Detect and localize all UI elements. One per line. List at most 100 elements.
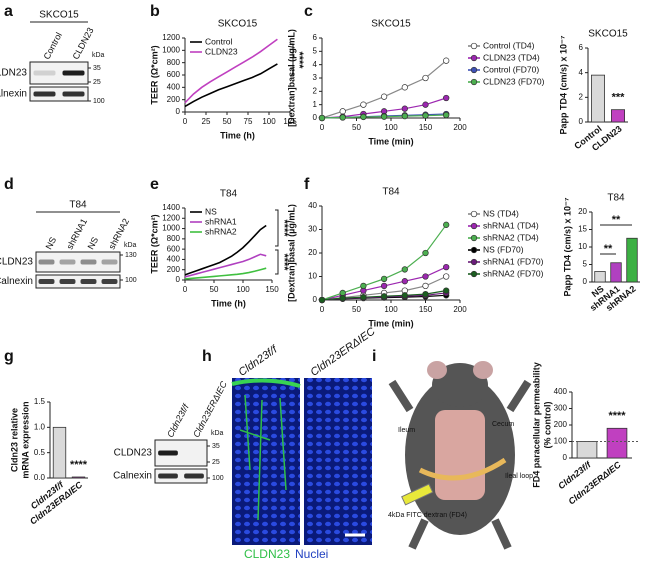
x-tick-label: 150 — [419, 123, 433, 132]
y-tick-label: 1200 — [162, 213, 180, 222]
legend-label: shRNA2 (TD4) — [483, 232, 539, 242]
significance-label: **** — [70, 459, 88, 471]
marker-label: 35 — [212, 443, 220, 450]
blot-band — [38, 279, 55, 284]
x-tick-label: 100 — [384, 305, 398, 314]
data-point — [443, 94, 450, 102]
bar — [576, 441, 598, 459]
significance-label: *** — [612, 92, 626, 104]
bar — [610, 262, 622, 283]
data-point — [422, 112, 429, 119]
blot-unit: kDa — [211, 430, 224, 437]
blot-band — [101, 279, 118, 284]
data-point — [422, 74, 429, 82]
significance-label: **** — [608, 410, 626, 422]
y-tick-label: 5 — [313, 46, 318, 55]
panel-label: h — [202, 348, 212, 365]
stain-label: CLDN23 — [244, 547, 290, 561]
y-tick-label: 800 — [167, 234, 181, 243]
data-point — [318, 296, 326, 304]
y-tick-label: 30 — [308, 225, 317, 234]
y-tick-label: 15 — [578, 225, 587, 234]
significance-bracket — [275, 249, 279, 275]
marker-label: 100 — [125, 277, 137, 284]
panel-label: f — [304, 176, 310, 193]
data-point — [443, 221, 450, 228]
blot-unit: kDa — [92, 52, 105, 59]
x-tick-label: 0 — [183, 285, 188, 294]
y-tick-label: 20 — [578, 207, 587, 216]
legend-marker — [470, 258, 478, 266]
blot-band — [101, 259, 118, 265]
panel-label: e — [150, 176, 159, 193]
image-column-label: Cldn23f/f — [237, 343, 281, 379]
y-tick-label: 1000 — [162, 45, 180, 54]
data-point — [443, 287, 450, 294]
y-tick-label: 1200 — [162, 33, 180, 42]
data-point — [422, 249, 429, 257]
chart-title: SKCO15 — [371, 19, 411, 30]
blot-row-label: Calnexin — [113, 471, 152, 482]
data-point — [339, 289, 346, 297]
blot-row-label: CLDN23 — [0, 257, 33, 268]
significance-label: ** — [604, 243, 613, 255]
schematic-label: 4kDa FITC dextran (FD4) — [388, 512, 467, 519]
legend-marker — [470, 234, 478, 242]
y-tick-label: 800 — [167, 58, 181, 67]
y-tick-label: 1.5 — [34, 397, 46, 406]
y-tick-label: 1.0 — [34, 422, 46, 431]
blot-band — [62, 91, 85, 97]
y-tick-label: 2 — [313, 86, 318, 95]
data-point — [401, 84, 408, 91]
y-tick-label: 6 — [313, 33, 318, 42]
y-axis-label: TEER (Ω*cm²) — [149, 45, 159, 104]
blot-row-label: Calnexin — [0, 89, 27, 100]
panel-label: b — [150, 3, 160, 20]
x-tick-label: 100 — [236, 285, 250, 294]
stain-label: Nuclei — [295, 547, 328, 561]
significance-label: **** — [278, 219, 290, 237]
legend-label: CLDN23 — [205, 46, 238, 56]
marker-label: 100 — [212, 475, 224, 482]
bar — [594, 271, 606, 283]
significance-label: **** — [293, 51, 305, 69]
y-axis-label: (% control) — [542, 402, 552, 449]
legend-marker — [470, 54, 478, 62]
significance-bracket — [275, 209, 279, 247]
legend-label: Control — [205, 36, 233, 46]
blot-row — [29, 86, 89, 102]
y-tick-label: 100 — [554, 437, 568, 446]
legend-label: NS — [205, 206, 217, 216]
data-point — [443, 263, 450, 271]
x-tick-label: 50 — [352, 123, 361, 132]
x-tick-label: 200 — [453, 123, 467, 132]
marker-label: 35 — [93, 65, 101, 72]
marker-label: 130 — [125, 252, 137, 259]
y-tick-label: 300 — [554, 404, 568, 413]
microscopy — [231, 378, 372, 545]
data-point — [380, 275, 388, 283]
legend-marker — [470, 210, 478, 218]
blot-row — [29, 61, 89, 85]
data-point — [443, 111, 450, 119]
legend-marker — [470, 246, 478, 254]
legend-label: shRNA2 (FD70) — [483, 268, 544, 278]
blot-row-label: Calnexin — [0, 276, 33, 287]
blot-row-label: CLDN23 — [114, 448, 153, 459]
data-point — [360, 282, 367, 290]
bar — [591, 74, 606, 123]
x-tick-label: 0 — [320, 123, 325, 132]
blot-row — [35, 274, 121, 289]
bar — [626, 237, 638, 283]
image-column-label: Cldn23ERΔIEC — [309, 325, 378, 378]
legend-label: NS (FD70) — [483, 244, 524, 254]
x-axis-label: Time (min) — [368, 318, 413, 328]
data-point — [401, 278, 408, 285]
data-point — [318, 114, 326, 122]
y-axis-label: FD4 paracellular permeability — [531, 362, 541, 488]
legend-marker — [470, 42, 478, 50]
y-axis-label: Papp TD4 (cm/s) x 10⁻⁷ — [558, 35, 568, 134]
blot-title: T84 — [69, 200, 87, 211]
data-point — [339, 114, 346, 121]
y-axis-label: mRNA expression — [20, 401, 30, 478]
